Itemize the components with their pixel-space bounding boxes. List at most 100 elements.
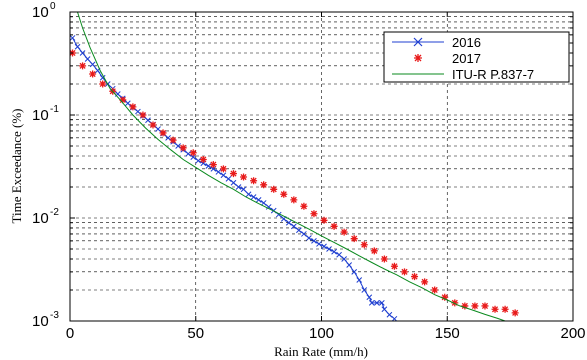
legend-entry-2017: 2017 <box>414 51 481 66</box>
legend-label-itu: ITU-R P.837-7 <box>452 67 534 82</box>
data-point-0 <box>285 219 292 226</box>
data-point-0 <box>215 169 222 175</box>
data-point-0 <box>250 194 257 200</box>
data-point-0 <box>190 154 197 160</box>
data-point-1 <box>340 228 348 236</box>
data-point-1 <box>270 185 278 193</box>
x-axis-title: Rain Rate (mm/h) <box>274 344 368 359</box>
data-point-0 <box>321 243 327 250</box>
data-point-0 <box>379 300 385 306</box>
data-point-0 <box>145 117 151 124</box>
y-tick-base: 10 <box>32 4 49 21</box>
data-point-0 <box>306 235 312 241</box>
data-point-0 <box>89 61 96 68</box>
y-tick-label-3: 10 -3 <box>32 310 59 330</box>
y-tick-label-0: 10 0 <box>32 1 56 21</box>
data-point-0 <box>79 50 86 56</box>
x-tick-label-3: 150 <box>435 325 460 342</box>
y-tick-exponent: 0 <box>50 1 56 12</box>
data-point-1 <box>300 202 308 210</box>
data-point-1 <box>149 121 157 129</box>
data-point-1 <box>421 278 429 286</box>
data-point-0 <box>210 166 217 172</box>
x-tick-label-2: 100 <box>309 325 334 342</box>
data-point-0 <box>240 186 247 193</box>
data-point-1 <box>229 170 237 178</box>
data-point-0 <box>220 172 227 179</box>
data-point-1 <box>260 181 268 189</box>
y-tick-exponent: -2 <box>50 207 59 218</box>
data-point-0 <box>341 256 347 262</box>
y-tick-base: 10 <box>32 210 49 227</box>
data-point-0 <box>290 223 297 230</box>
y-tick-label-1: 10 -1 <box>32 104 59 124</box>
data-point-0 <box>361 287 368 293</box>
data-point-0 <box>230 179 237 186</box>
legend-marker-2017 <box>414 54 422 62</box>
data-point-0 <box>135 108 141 115</box>
data-point-1 <box>290 196 298 204</box>
series-2 <box>77 12 506 321</box>
data-point-1 <box>461 302 469 310</box>
series-0 <box>70 35 398 321</box>
data-point-0 <box>381 306 388 313</box>
data-point-0 <box>70 35 76 41</box>
data-point-1 <box>240 173 248 181</box>
data-point-1 <box>441 293 449 301</box>
data-point-0 <box>316 241 322 247</box>
data-point-0 <box>74 43 81 50</box>
data-point-0 <box>366 294 373 301</box>
data-point-0 <box>346 262 353 268</box>
data-point-0 <box>351 269 358 275</box>
tick-marks <box>69 12 574 322</box>
data-point-1 <box>139 111 147 119</box>
data-point-1 <box>169 136 177 144</box>
legend: 2016 2017 ITU-R P.837-7 <box>383 31 570 83</box>
data-point-1 <box>250 177 258 185</box>
data-point-1 <box>400 268 408 276</box>
data-point-0 <box>368 300 375 306</box>
data-point-0 <box>331 248 337 255</box>
data-point-1 <box>189 149 197 157</box>
data-point-1 <box>491 305 499 313</box>
y-tick-base: 10 <box>32 107 49 124</box>
data-point-0 <box>265 204 272 210</box>
data-point-1 <box>209 161 217 169</box>
data-point-1 <box>280 190 288 198</box>
data-point-1 <box>99 80 107 88</box>
data-point-0 <box>296 227 302 234</box>
data-point-1 <box>501 305 509 313</box>
data-point-1 <box>360 241 368 249</box>
data-point-1 <box>411 273 419 281</box>
data-point-1 <box>179 144 187 152</box>
x-tick-label-1: 50 <box>187 325 204 342</box>
data-point-0 <box>245 191 252 198</box>
data-point-0 <box>99 74 106 81</box>
data-point-0 <box>301 231 307 237</box>
x-tick-label-4: 200 <box>560 325 585 342</box>
data-point-0 <box>235 184 242 190</box>
data-point-0 <box>124 100 131 107</box>
legend-label-2017: 2017 <box>452 51 481 66</box>
data-point-1 <box>471 302 479 310</box>
legend-marker-2016 <box>413 37 423 47</box>
data-point-0 <box>255 197 262 203</box>
data-point-0 <box>260 200 267 206</box>
data-point-1 <box>129 103 137 111</box>
data-point-1 <box>431 286 439 294</box>
x-tick-label-0: 0 <box>66 325 74 342</box>
data-point-1 <box>310 210 318 218</box>
y-tick-exponent: -3 <box>50 310 59 321</box>
data-point-1 <box>219 165 227 173</box>
y-tick-exponent: -1 <box>50 104 59 115</box>
data-point-1 <box>119 96 127 104</box>
series-line-2 <box>77 12 506 321</box>
data-point-1 <box>330 222 338 230</box>
legend-label-2016: 2016 <box>452 35 481 50</box>
data-point-0 <box>311 237 317 244</box>
data-point-1 <box>350 235 358 243</box>
data-point-1 <box>159 129 167 137</box>
y-axis-title: Time Exceedance (%) <box>9 108 24 223</box>
data-point-0 <box>326 246 332 252</box>
